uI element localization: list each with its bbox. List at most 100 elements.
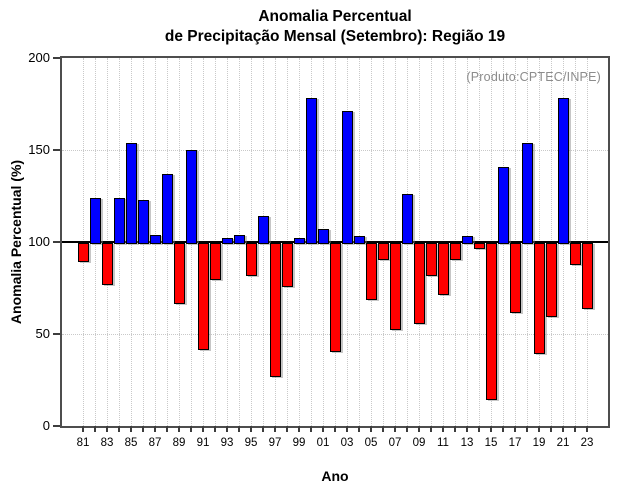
bar-11 (438, 243, 449, 295)
x-tick-05 (370, 426, 372, 432)
x-tick-label-87: 87 (148, 437, 162, 449)
x-tick-88 (166, 426, 168, 432)
bar-12 (450, 243, 461, 260)
x-tick-11 (442, 426, 444, 432)
chart-title: Anomalia Percentual de Precipitação Mens… (62, 7, 608, 47)
x-tick-94 (238, 426, 240, 432)
x-tick-07 (394, 426, 396, 432)
y-tick-label-0: 0 (42, 418, 50, 433)
x-tick-label-05: 05 (364, 437, 378, 449)
x-tick-13 (466, 426, 468, 432)
bar-07 (390, 243, 401, 330)
y-tick-label-50: 50 (35, 326, 50, 341)
x-tick-10 (430, 426, 432, 432)
x-tick-87 (154, 426, 156, 432)
x-tick-label-03: 03 (340, 437, 354, 449)
x-tick-04 (358, 426, 360, 432)
bar-90 (186, 150, 197, 244)
x-tick-01 (322, 426, 324, 432)
x-tick-02 (334, 426, 336, 432)
x-tick-08 (406, 426, 408, 432)
bar-83 (102, 243, 113, 286)
axis-tick-layer: 81 83 85 87 89 91 93 95 97 99 01 03 05 07 09 11 13 15 17 19… (28, 50, 608, 449)
bar-88 (162, 173, 173, 244)
x-tick-16 (502, 426, 504, 432)
x-tick-82 (94, 426, 96, 432)
x-tick-label-89: 89 (172, 437, 186, 449)
bar-92 (210, 243, 221, 280)
x-tick-label-11: 11 (437, 437, 449, 449)
plot-area: 81 83 85 87 89 91 93 95 97 99 01 03 05 07 09 11 13 15 17 19… (28, 50, 610, 449)
x-tick-20 (550, 426, 552, 432)
y-tick-50 (53, 333, 60, 335)
x-tick-label-23: 23 (580, 437, 594, 449)
bar-82 (90, 197, 101, 244)
x-tick-00 (310, 426, 312, 432)
x-tick-86 (142, 426, 144, 432)
bar-86 (138, 199, 149, 244)
bar-95 (246, 243, 257, 277)
y-tick-200 (53, 57, 60, 59)
bar-23 (582, 243, 593, 310)
x-tick-99 (298, 426, 300, 432)
x-tick-label-01: 01 (316, 437, 330, 449)
x-tick-label-99: 99 (292, 437, 306, 449)
x-tick-18 (526, 426, 528, 432)
bar-13 (462, 236, 473, 244)
bar-81 (78, 243, 89, 262)
x-tick-85 (130, 426, 132, 432)
baseline-100 (62, 241, 608, 243)
bar-17 (510, 243, 521, 314)
bar-08 (402, 194, 413, 244)
x-tick-19 (538, 426, 540, 432)
x-tick-09 (418, 426, 420, 432)
x-tick-83 (106, 426, 108, 432)
x-tick-91 (202, 426, 204, 432)
x-tick-label-85: 85 (124, 437, 138, 449)
x-tick-89 (178, 426, 180, 432)
x-tick-label-21: 21 (556, 437, 570, 449)
x-tick-90 (190, 426, 192, 432)
bar-layer (62, 58, 608, 426)
x-tick-96 (262, 426, 264, 432)
bar-91 (198, 243, 209, 350)
x-tick-label-93: 93 (220, 437, 234, 449)
x-tick-label-19: 19 (532, 437, 546, 449)
bar-16 (498, 166, 509, 244)
x-tick-17 (514, 426, 516, 432)
bar-89 (174, 243, 185, 304)
bar-87 (150, 234, 161, 244)
bar-04 (354, 236, 365, 244)
y-tick-150 (53, 149, 60, 151)
x-tick-93 (226, 426, 228, 432)
x-tick-21 (562, 426, 564, 432)
x-tick-label-07: 07 (388, 437, 402, 449)
x-tick-95 (250, 426, 252, 432)
bar-05 (366, 243, 377, 301)
y-tick-label-200: 200 (28, 50, 50, 65)
bar-18 (522, 142, 533, 244)
bar-02 (330, 243, 341, 352)
y-tick-100 (53, 241, 60, 243)
bar-93 (222, 238, 233, 244)
bar-15 (486, 243, 497, 400)
x-tick-label-81: 81 (76, 437, 90, 449)
x-tick-81 (82, 426, 84, 432)
x-tick-label-83: 83 (100, 437, 114, 449)
bar-94 (234, 234, 245, 244)
bar-97 (270, 243, 281, 378)
x-tick-label-17: 17 (508, 437, 522, 449)
x-tick-84 (118, 426, 120, 432)
x-tick-12 (454, 426, 456, 432)
bar-21 (558, 98, 569, 244)
x-tick-97 (274, 426, 276, 432)
x-tick-98 (286, 426, 288, 432)
x-tick-22 (574, 426, 576, 432)
y-tick-label-150: 150 (28, 142, 50, 157)
bar-20 (546, 243, 557, 317)
bar-22 (570, 243, 581, 266)
product-annotation: (Produto:CPTEC/INPE) (466, 70, 601, 84)
x-tick-label-95: 95 (244, 437, 258, 449)
x-tick-15 (490, 426, 492, 432)
